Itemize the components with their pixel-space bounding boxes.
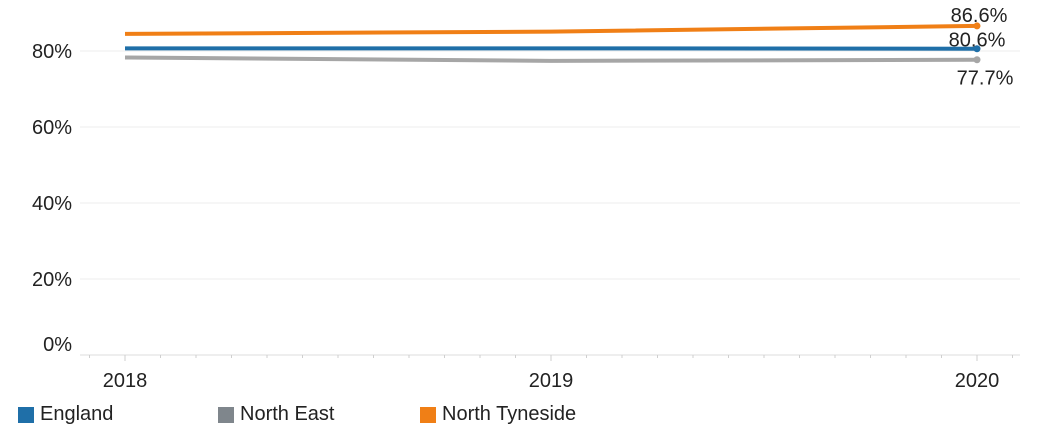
- x-tick-label: 2018: [103, 370, 148, 392]
- legend: England North East North Tyneside: [18, 403, 576, 426]
- legend-item-north-east[interactable]: North East: [218, 403, 420, 426]
- legend-label-north-east: North East: [240, 403, 335, 425]
- legend-label-england: England: [40, 403, 114, 425]
- legend-swatch-north-east: [218, 406, 234, 423]
- x-tick-label: 2020: [955, 370, 1000, 392]
- gridlines: [80, 50, 1020, 280]
- end-point-north-east[interactable]: [973, 56, 981, 64]
- legend-swatch-england: [18, 406, 34, 423]
- y-tick-label: 40%: [32, 193, 72, 215]
- legend-label-north-tyneside: North Tyneside: [442, 403, 577, 425]
- legend-swatch-north-tyneside: [420, 406, 436, 423]
- x-axis: 2018 2019 2020: [80, 354, 1020, 392]
- legend-item-north-tyneside[interactable]: North Tyneside: [420, 403, 576, 426]
- data-label-north-tyneside: 86.6%: [951, 5, 1008, 27]
- x-tick-label: 2019: [529, 370, 574, 392]
- end-point-north-tyneside[interactable]: [973, 22, 981, 30]
- data-label-north-east: 77.7%: [957, 68, 1014, 90]
- y-tick-label: 60%: [32, 117, 72, 139]
- end-point-england[interactable]: [973, 45, 981, 53]
- series-line-north-east[interactable]: [124, 55, 978, 63]
- series-line-north-tyneside[interactable]: [124, 23, 978, 36]
- y-tick-label: 80%: [32, 41, 72, 63]
- legend-item-england[interactable]: England: [18, 403, 218, 426]
- line-chart: 0% 20% 40% 60% 80% 2018 2019 2020 80.6% 77.7% 86…: [32, 5, 1020, 392]
- data-label-england: 80.6%: [949, 30, 1006, 52]
- y-axis: 0% 20% 40% 60% 80%: [32, 41, 72, 356]
- y-tick-label: 20%: [32, 269, 72, 291]
- series-lines: [124, 22, 981, 64]
- y-tick-label: 0%: [43, 334, 72, 356]
- data-labels: 80.6% 77.7% 86.6%: [949, 5, 1014, 90]
